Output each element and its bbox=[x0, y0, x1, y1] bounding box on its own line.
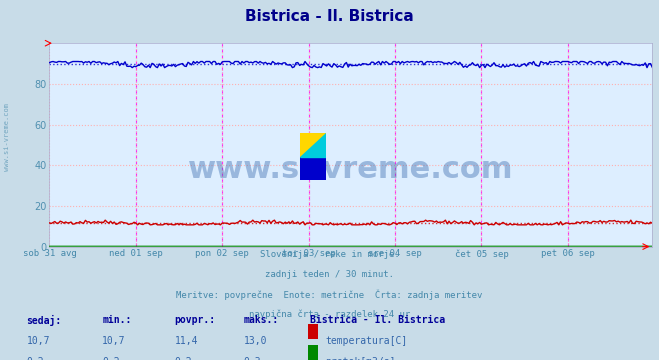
Text: povpr.:: povpr.: bbox=[175, 315, 215, 325]
Bar bbox=[300, 133, 313, 157]
Text: navpična črta - razdelek 24 ur: navpična črta - razdelek 24 ur bbox=[249, 310, 410, 319]
Text: 10,7: 10,7 bbox=[102, 336, 126, 346]
Text: 0,2: 0,2 bbox=[26, 357, 44, 360]
Text: www.si-vreme.com: www.si-vreme.com bbox=[188, 155, 513, 184]
Text: pretok[m3/s]: pretok[m3/s] bbox=[326, 357, 396, 360]
Text: min.:: min.: bbox=[102, 315, 132, 325]
Bar bbox=[313, 133, 326, 157]
Text: 0,2: 0,2 bbox=[102, 357, 120, 360]
Text: maks.:: maks.: bbox=[244, 315, 279, 325]
Text: sedaj:: sedaj: bbox=[26, 315, 61, 326]
Polygon shape bbox=[300, 133, 326, 157]
Text: Bistrica - Il. Bistrica: Bistrica - Il. Bistrica bbox=[310, 315, 445, 325]
Text: 0,3: 0,3 bbox=[244, 357, 262, 360]
Text: Slovenija / reke in morje.: Slovenija / reke in morje. bbox=[260, 250, 399, 259]
Polygon shape bbox=[300, 133, 326, 157]
Text: temperatura[C]: temperatura[C] bbox=[326, 336, 408, 346]
Text: 13,0: 13,0 bbox=[244, 336, 268, 346]
Text: Meritve: povprečne  Enote: metrične  Črta: zadnja meritev: Meritve: povprečne Enote: metrične Črta:… bbox=[177, 290, 482, 300]
Bar bbox=[300, 157, 326, 180]
Text: www.si-vreme.com: www.si-vreme.com bbox=[3, 103, 10, 171]
Text: 10,7: 10,7 bbox=[26, 336, 50, 346]
Text: zadnji teden / 30 minut.: zadnji teden / 30 minut. bbox=[265, 270, 394, 279]
Text: Bistrica - Il. Bistrica: Bistrica - Il. Bistrica bbox=[245, 9, 414, 24]
Text: 11,4: 11,4 bbox=[175, 336, 198, 346]
Text: 0,2: 0,2 bbox=[175, 357, 192, 360]
